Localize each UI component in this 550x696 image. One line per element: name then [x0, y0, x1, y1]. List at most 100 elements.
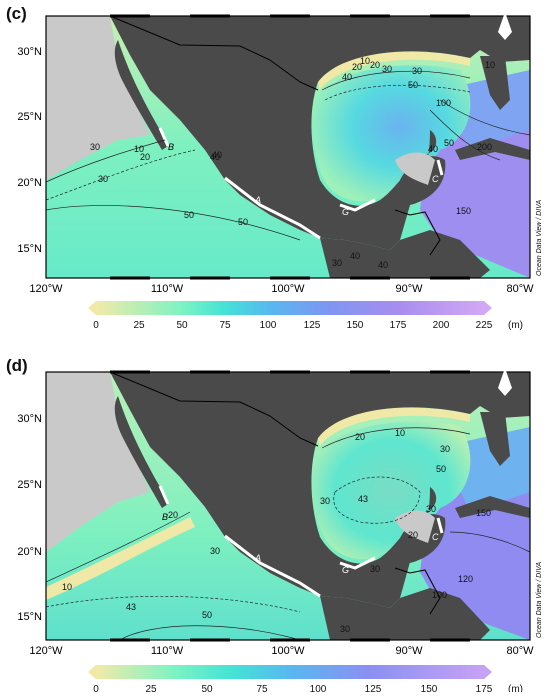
contours	[45, 70, 531, 241]
north-label: N	[502, 362, 509, 372]
svg-text:0: 0	[93, 684, 99, 692]
colorbar	[96, 665, 484, 679]
outside-land-yucatan	[395, 510, 435, 543]
transect-b	[158, 485, 170, 505]
svg-text:20: 20	[355, 432, 365, 442]
svg-text:150: 150	[347, 320, 364, 331]
svg-text:20: 20	[168, 510, 178, 520]
contour-labels: 10 20 30 40 50 10 20 30 40 50 100 200 15…	[90, 56, 495, 270]
panel-c: N 30°N 25°N 20°N 15°N 120°W 110°W 100°W …	[0, 0, 550, 340]
transect-a	[224, 176, 321, 240]
svg-text:120: 120	[458, 574, 473, 584]
border-us-mexico	[109, 15, 319, 91]
transect-c	[436, 159, 444, 176]
shelf-band-pacific	[46, 517, 195, 600]
svg-text:225: 225	[476, 320, 493, 331]
svg-text:40: 40	[350, 251, 360, 261]
svg-text:150: 150	[456, 206, 471, 216]
svg-text:100: 100	[436, 98, 451, 108]
svg-text:30: 30	[370, 564, 380, 574]
site-label-c: C	[432, 174, 439, 184]
svg-text:0: 0	[93, 320, 99, 331]
shelf-band	[318, 407, 470, 446]
land-central-america	[320, 588, 490, 640]
svg-text:25: 25	[145, 684, 157, 692]
svg-text:75: 75	[219, 320, 231, 331]
svg-text:100: 100	[260, 320, 277, 331]
svg-text:100: 100	[310, 684, 327, 692]
ocean-gulf	[313, 65, 471, 202]
lat-label-20: 20°N	[17, 546, 42, 558]
outside-land	[46, 372, 150, 552]
land-cuba	[455, 138, 530, 160]
svg-text:30: 30	[440, 444, 450, 454]
lat-label-25: 25°N	[17, 479, 42, 491]
site-label-g: G	[342, 207, 349, 217]
border-us-mexico	[109, 371, 319, 447]
border-central-america	[394, 567, 441, 615]
svg-text:125: 125	[365, 684, 382, 692]
svg-text:40: 40	[342, 72, 352, 82]
svg-text:75: 75	[256, 684, 268, 692]
svg-text:10: 10	[62, 582, 72, 592]
svg-text:40: 40	[212, 150, 222, 160]
svg-text:10: 10	[395, 428, 405, 438]
svg-text:200: 200	[433, 320, 450, 331]
site-label-c: C	[432, 532, 439, 542]
land-central-america	[320, 230, 490, 278]
lat-label-15: 15°N	[17, 611, 42, 623]
svg-text:40: 40	[428, 144, 438, 154]
site-label-b: B	[162, 512, 168, 522]
svg-text:175: 175	[390, 320, 407, 331]
north-label: N	[502, 6, 509, 16]
land-florida	[480, 56, 510, 110]
svg-text:20: 20	[352, 62, 362, 72]
lon-label-80: 80°W	[506, 283, 534, 295]
colorbar-unit: (m)	[508, 684, 523, 692]
svg-text:30: 30	[412, 66, 422, 76]
lat-label-30: 30°N	[17, 46, 42, 58]
svg-text:30: 30	[382, 64, 392, 74]
transect-g	[339, 198, 376, 212]
colorbar-min-arrow	[88, 665, 96, 679]
svg-text:40: 40	[210, 152, 220, 162]
lon-label-90: 90°W	[395, 283, 423, 295]
lon-label-110: 110°W	[151, 283, 184, 295]
lon-label-80: 80°W	[506, 645, 534, 657]
svg-text:10: 10	[485, 60, 495, 70]
svg-text:40: 40	[378, 260, 388, 270]
svg-text:150: 150	[476, 508, 491, 518]
svg-text:50: 50	[444, 138, 454, 148]
lon-label-120: 120°W	[29, 283, 63, 295]
border-central-america	[394, 209, 441, 256]
land-baja	[114, 396, 168, 508]
colorbar-max-arrow	[484, 665, 492, 679]
transect-a	[224, 534, 321, 598]
lat-label-25: 25°N	[17, 111, 42, 123]
colorbar-max-arrow	[484, 301, 492, 315]
svg-text:50: 50	[238, 217, 248, 227]
svg-text:50: 50	[176, 320, 188, 331]
svg-text:50: 50	[184, 210, 194, 220]
panel-label-c: (c)	[6, 4, 27, 23]
svg-text:30: 30	[426, 504, 436, 514]
colorbar	[96, 301, 484, 315]
colorbar-ticks: 0 25 50 75 100 125 150 175 200 225	[93, 320, 493, 331]
transect-b	[158, 127, 170, 147]
svg-text:125: 125	[304, 320, 321, 331]
svg-text:175: 175	[476, 684, 493, 692]
svg-text:100: 100	[432, 590, 447, 600]
svg-text:20: 20	[408, 530, 418, 540]
contour-labels: 10 20 30 50 43 30 30 20 150 120 100 20 3…	[62, 428, 491, 634]
shelf-band	[318, 51, 470, 90]
outside-land	[46, 16, 150, 180]
svg-text:10: 10	[134, 144, 144, 154]
colorbar-ticks: 0 25 50 75 100 125 150 175	[93, 684, 493, 692]
transect-c	[436, 517, 444, 534]
svg-text:20: 20	[370, 60, 380, 70]
svg-text:200: 200	[477, 142, 492, 152]
svg-text:30: 30	[210, 546, 220, 556]
north-arrow-icon	[498, 12, 512, 40]
site-label-g: G	[342, 565, 349, 575]
site-label-a: A	[254, 553, 261, 563]
